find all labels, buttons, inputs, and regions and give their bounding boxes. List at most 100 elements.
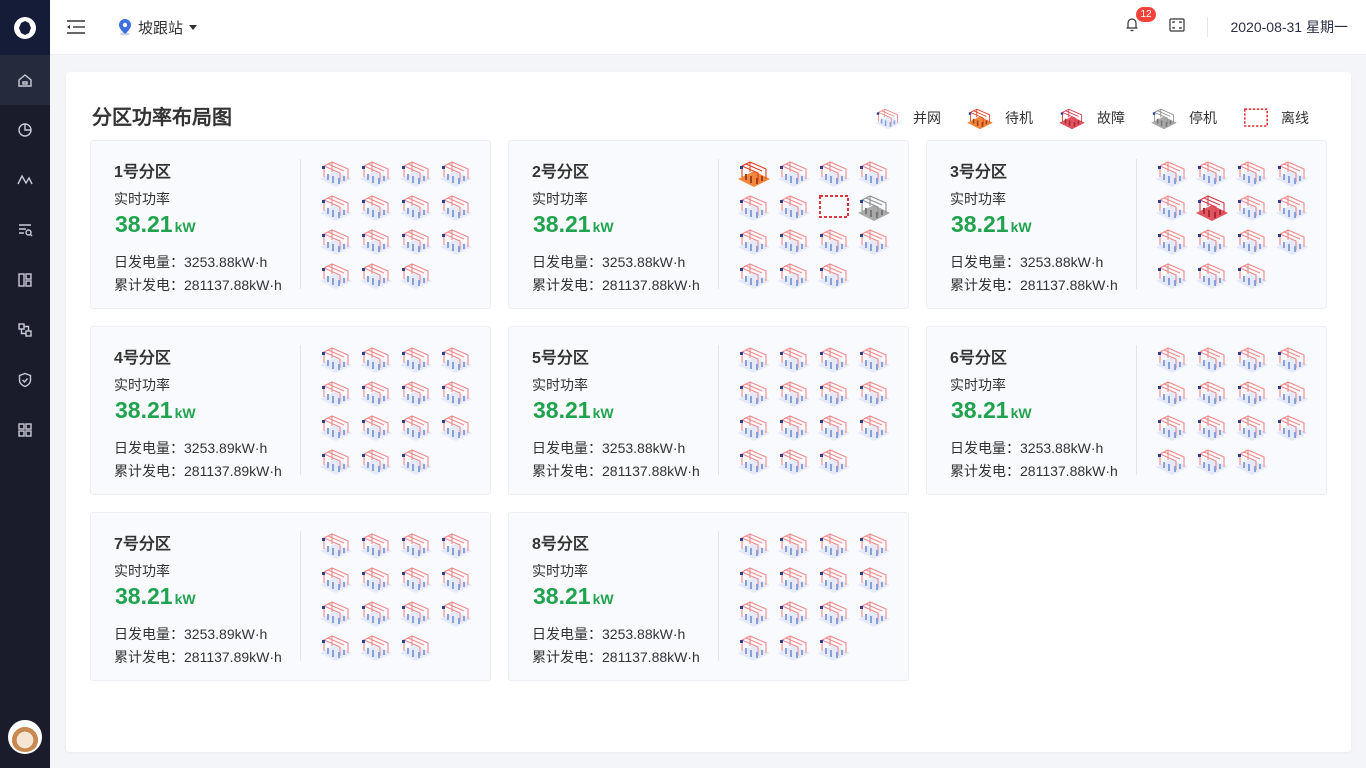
inverter-grid[interactable] <box>737 597 771 629</box>
inverter-grid[interactable] <box>1235 259 1269 291</box>
inverter-grid[interactable] <box>359 631 393 663</box>
inverter-grid[interactable] <box>817 631 851 663</box>
inverter-grid[interactable] <box>319 631 353 663</box>
inverter-grid[interactable] <box>777 445 811 477</box>
inverter-grid[interactable] <box>1195 445 1229 477</box>
inverter-grid[interactable] <box>1235 191 1269 223</box>
inverter-grid[interactable] <box>777 597 811 629</box>
inverter-grid[interactable] <box>737 529 771 561</box>
inverter-grid[interactable] <box>1195 343 1229 375</box>
inverter-grid[interactable] <box>319 445 353 477</box>
inverter-grid[interactable] <box>439 191 473 223</box>
inverter-grid[interactable] <box>737 259 771 291</box>
inverter-grid[interactable] <box>439 563 473 595</box>
fullscreen-button[interactable] <box>1169 17 1186 37</box>
inverter-grid[interactable] <box>857 377 891 409</box>
inverter-grid[interactable] <box>1195 157 1229 189</box>
inverter-grid[interactable] <box>777 191 811 223</box>
inverter-grid[interactable] <box>319 225 353 257</box>
inverter-grid[interactable] <box>359 563 393 595</box>
inverter-grid[interactable] <box>359 225 393 257</box>
sidebar-item-search-list[interactable] <box>0 205 50 255</box>
menu-fold-button[interactable] <box>66 18 88 36</box>
inverter-grid[interactable] <box>777 157 811 189</box>
sidebar-item-trend[interactable] <box>0 155 50 205</box>
inverter-offline[interactable] <box>817 191 851 223</box>
inverter-grid[interactable] <box>817 597 851 629</box>
inverter-grid[interactable] <box>319 529 353 561</box>
inverter-grid[interactable] <box>319 411 353 443</box>
inverter-grid[interactable] <box>1155 343 1189 375</box>
inverter-grid[interactable] <box>399 225 433 257</box>
inverter-grid[interactable] <box>777 411 811 443</box>
inverter-grid[interactable] <box>319 343 353 375</box>
inverter-grid[interactable] <box>737 563 771 595</box>
inverter-grid[interactable] <box>439 157 473 189</box>
sidebar-item-home[interactable] <box>0 55 50 105</box>
notification-button[interactable]: 12 <box>1125 7 1156 37</box>
sidebar-item-pie-chart[interactable] <box>0 105 50 155</box>
inverter-grid[interactable] <box>817 377 851 409</box>
inverter-grid[interactable] <box>359 157 393 189</box>
inverter-grid[interactable] <box>1195 411 1229 443</box>
inverter-grid[interactable] <box>439 597 473 629</box>
inverter-grid[interactable] <box>359 377 393 409</box>
inverter-grid[interactable] <box>319 597 353 629</box>
avatar[interactable] <box>8 720 42 754</box>
inverter-grid[interactable] <box>737 631 771 663</box>
sidebar-item-apps[interactable] <box>0 405 50 455</box>
inverter-grid[interactable] <box>1275 225 1309 257</box>
inverter-grid[interactable] <box>359 597 393 629</box>
inverter-grid[interactable] <box>1155 411 1189 443</box>
inverter-grid[interactable] <box>817 445 851 477</box>
inverter-grid[interactable] <box>439 225 473 257</box>
sidebar-item-hierarchy[interactable] <box>0 305 50 355</box>
inverter-grid[interactable] <box>359 343 393 375</box>
inverter-grid[interactable] <box>1275 157 1309 189</box>
inverter-fault[interactable] <box>1195 191 1229 223</box>
inverter-grid[interactable] <box>777 343 811 375</box>
inverter-grid[interactable] <box>777 225 811 257</box>
inverter-grid[interactable] <box>857 529 891 561</box>
inverter-grid[interactable] <box>399 343 433 375</box>
inverter-grid[interactable] <box>399 259 433 291</box>
inverter-grid[interactable] <box>1155 225 1189 257</box>
inverter-grid[interactable] <box>399 597 433 629</box>
inverter-grid[interactable] <box>399 191 433 223</box>
inverter-grid[interactable] <box>737 343 771 375</box>
inverter-grid[interactable] <box>857 343 891 375</box>
inverter-grid[interactable] <box>777 377 811 409</box>
inverter-stopped[interactable] <box>857 191 891 223</box>
inverter-grid[interactable] <box>439 377 473 409</box>
inverter-grid[interactable] <box>399 411 433 443</box>
inverter-grid[interactable] <box>817 563 851 595</box>
inverter-grid[interactable] <box>777 631 811 663</box>
inverter-grid[interactable] <box>737 191 771 223</box>
logo[interactable] <box>0 0 50 55</box>
inverter-grid[interactable] <box>1155 445 1189 477</box>
inverter-grid[interactable] <box>319 259 353 291</box>
inverter-grid[interactable] <box>1235 343 1269 375</box>
inverter-grid[interactable] <box>737 445 771 477</box>
inverter-grid[interactable] <box>1155 259 1189 291</box>
inverter-grid[interactable] <box>1235 157 1269 189</box>
inverter-grid[interactable] <box>319 563 353 595</box>
inverter-grid[interactable] <box>1155 157 1189 189</box>
inverter-grid[interactable] <box>399 157 433 189</box>
station-selector[interactable]: 坡跟站 <box>118 17 198 38</box>
inverter-grid[interactable] <box>1275 377 1309 409</box>
inverter-grid[interactable] <box>857 597 891 629</box>
inverter-grid[interactable] <box>399 377 433 409</box>
inverter-grid[interactable] <box>777 529 811 561</box>
inverter-grid[interactable] <box>359 411 393 443</box>
inverter-grid[interactable] <box>1235 445 1269 477</box>
inverter-grid[interactable] <box>399 529 433 561</box>
inverter-grid[interactable] <box>359 191 393 223</box>
inverter-grid[interactable] <box>737 377 771 409</box>
inverter-grid[interactable] <box>817 343 851 375</box>
inverter-grid[interactable] <box>1275 343 1309 375</box>
inverter-grid[interactable] <box>1195 225 1229 257</box>
inverter-grid[interactable] <box>817 411 851 443</box>
inverter-grid[interactable] <box>319 377 353 409</box>
inverter-grid[interactable] <box>857 157 891 189</box>
